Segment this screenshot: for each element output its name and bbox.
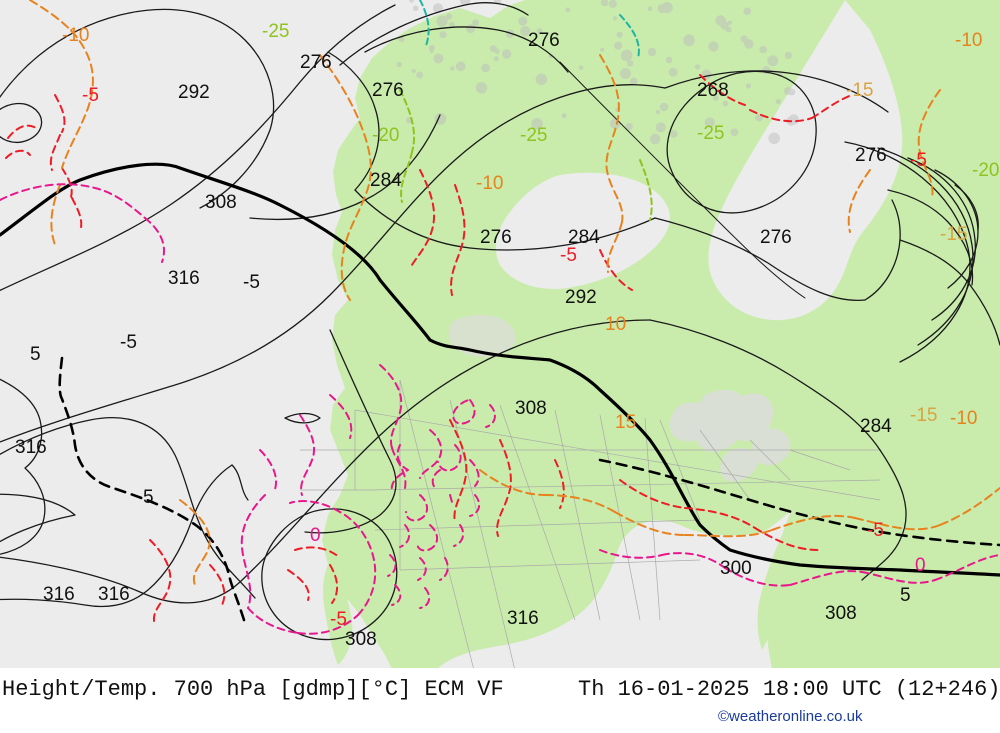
svg-text:5: 5 [143, 487, 154, 508]
svg-text:-10: -10 [950, 408, 977, 429]
svg-text:308: 308 [825, 603, 857, 624]
svg-text:308: 308 [205, 192, 237, 213]
svg-text:276: 276 [300, 52, 332, 73]
svg-text:308: 308 [515, 398, 547, 419]
svg-text:-5: -5 [330, 609, 347, 630]
svg-text:-5: -5 [243, 272, 260, 293]
svg-text:316: 316 [507, 608, 539, 629]
svg-text:0: 0 [915, 555, 926, 576]
svg-text:316: 316 [15, 437, 47, 458]
svg-text:308: 308 [345, 629, 377, 650]
svg-text:0: 0 [310, 525, 321, 546]
svg-text:-10: -10 [955, 30, 982, 51]
svg-text:292: 292 [565, 287, 597, 308]
svg-text:276: 276 [855, 145, 887, 166]
svg-text:300: 300 [720, 558, 752, 579]
svg-text:276: 276 [760, 227, 792, 248]
svg-text:-25: -25 [520, 125, 547, 146]
svg-text:-5: -5 [82, 85, 99, 106]
svg-text:-15: -15 [846, 80, 873, 101]
svg-text:-5: -5 [867, 520, 884, 541]
svg-text:-10: -10 [62, 25, 89, 46]
svg-text:5: 5 [30, 344, 41, 365]
svg-text:-5: -5 [560, 245, 577, 266]
svg-text:276: 276 [528, 30, 560, 51]
svg-text:-25: -25 [697, 123, 724, 144]
svg-text:10: 10 [605, 314, 626, 335]
svg-text:-5: -5 [910, 150, 927, 171]
svg-text:-20: -20 [372, 125, 399, 146]
svg-text:-10: -10 [476, 173, 503, 194]
svg-text:276: 276 [372, 80, 404, 101]
svg-text:-25: -25 [262, 21, 289, 42]
svg-text:284: 284 [370, 170, 402, 191]
svg-text:Height/Temp. 700 hPa [gdmp][°C: Height/Temp. 700 hPa [gdmp][°C] ECM VF [2, 677, 504, 702]
svg-text:©weatheronline.co.uk: ©weatheronline.co.uk [718, 708, 863, 725]
svg-text:-15: -15 [910, 405, 937, 426]
svg-text:284: 284 [860, 416, 892, 437]
svg-text:-5: -5 [120, 332, 137, 353]
svg-text:316: 316 [98, 584, 130, 605]
svg-text:292: 292 [178, 82, 210, 103]
svg-text:-20: -20 [972, 160, 999, 181]
svg-text:316: 316 [43, 584, 75, 605]
svg-text:316: 316 [168, 268, 200, 289]
svg-text:5: 5 [900, 585, 911, 606]
svg-text:15: 15 [615, 412, 636, 433]
svg-text:-15: -15 [940, 224, 967, 245]
svg-text:Th 16-01-2025 18:00 UTC (12+24: Th 16-01-2025 18:00 UTC (12+246) [578, 677, 1000, 702]
svg-text:268: 268 [697, 80, 729, 101]
svg-text:276: 276 [480, 227, 512, 248]
